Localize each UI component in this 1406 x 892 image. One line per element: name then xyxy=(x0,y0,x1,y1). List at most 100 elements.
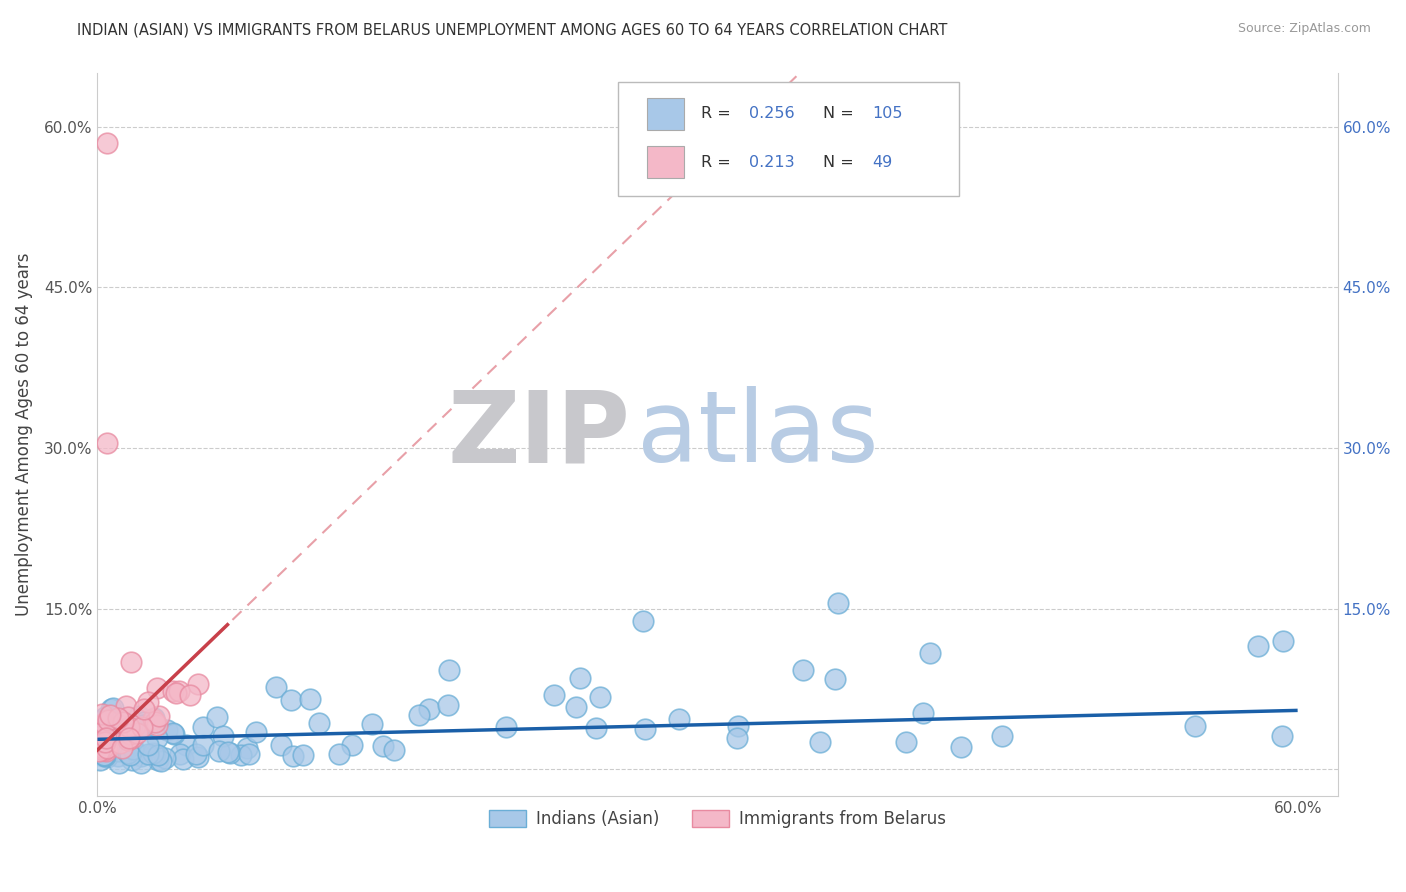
Point xyxy=(96,741,118,756)
Text: R =: R = xyxy=(702,154,737,169)
Point xyxy=(437,698,460,712)
Point xyxy=(96,750,118,764)
Point xyxy=(143,747,166,761)
Point xyxy=(121,731,143,746)
Point xyxy=(101,741,124,756)
Point xyxy=(146,753,169,767)
Point xyxy=(142,712,165,726)
Point xyxy=(115,699,138,714)
Point xyxy=(108,736,131,750)
Point xyxy=(245,725,267,739)
Point xyxy=(121,720,143,734)
Point xyxy=(565,700,588,714)
Point xyxy=(124,718,146,732)
Point xyxy=(212,729,235,743)
Point xyxy=(128,708,150,723)
Point xyxy=(134,715,156,730)
Point xyxy=(86,745,108,759)
Point xyxy=(114,738,136,752)
Point xyxy=(163,727,186,741)
Point xyxy=(100,702,122,716)
Point xyxy=(101,700,124,714)
Text: atlas: atlas xyxy=(637,386,879,483)
Point xyxy=(93,735,115,749)
Point xyxy=(725,731,748,745)
Text: 0.256: 0.256 xyxy=(748,106,794,121)
Point xyxy=(121,655,143,669)
Point xyxy=(100,707,122,722)
Point xyxy=(167,683,190,698)
Point xyxy=(120,747,142,762)
Point xyxy=(281,749,304,764)
Point xyxy=(172,751,194,765)
Point xyxy=(165,686,187,700)
Point xyxy=(1271,634,1294,648)
Point xyxy=(108,756,131,770)
Point xyxy=(824,672,846,686)
Point xyxy=(87,744,110,758)
Point xyxy=(437,663,460,677)
Text: N =: N = xyxy=(823,106,859,121)
Point xyxy=(97,737,120,751)
Point xyxy=(87,714,110,728)
Point xyxy=(131,721,153,735)
Point xyxy=(238,747,260,761)
Point xyxy=(101,721,124,735)
Point xyxy=(585,721,607,735)
Point xyxy=(143,711,166,725)
Point xyxy=(827,596,849,610)
Point xyxy=(97,730,120,744)
Point xyxy=(132,702,155,716)
Point xyxy=(96,435,118,450)
Point xyxy=(136,696,159,710)
Point xyxy=(991,729,1014,743)
Point xyxy=(117,746,139,760)
Point xyxy=(205,710,228,724)
Point xyxy=(118,731,141,746)
Point xyxy=(96,744,118,758)
Point xyxy=(143,714,166,729)
Point xyxy=(950,739,973,754)
Point xyxy=(1271,729,1294,743)
Point xyxy=(136,738,159,752)
Point xyxy=(408,707,430,722)
Point xyxy=(145,731,167,745)
Point xyxy=(162,726,184,740)
Point xyxy=(589,690,612,704)
Point xyxy=(91,740,114,755)
Point xyxy=(153,750,176,764)
Point xyxy=(208,744,231,758)
Point xyxy=(89,735,111,749)
Point xyxy=(121,753,143,767)
Point xyxy=(270,738,292,752)
Point xyxy=(110,730,132,744)
Point xyxy=(634,722,657,736)
Point xyxy=(808,735,831,749)
Point xyxy=(96,740,118,755)
Text: 49: 49 xyxy=(873,154,893,169)
Point xyxy=(495,720,517,734)
Point xyxy=(120,723,142,737)
Point xyxy=(179,688,201,702)
Point xyxy=(93,716,115,731)
Text: 0.213: 0.213 xyxy=(748,154,794,169)
Text: Source: ZipAtlas.com: Source: ZipAtlas.com xyxy=(1237,22,1371,36)
Point xyxy=(266,680,288,694)
Point xyxy=(129,748,152,763)
Point xyxy=(1184,719,1206,733)
Point xyxy=(174,739,197,753)
Point xyxy=(118,727,141,741)
Point xyxy=(569,671,592,685)
Point xyxy=(107,748,129,763)
Point xyxy=(93,748,115,763)
Point xyxy=(146,717,169,731)
Point xyxy=(308,716,330,731)
Point xyxy=(191,720,214,734)
Point xyxy=(229,748,252,763)
Point xyxy=(280,693,302,707)
Point xyxy=(93,709,115,723)
Point xyxy=(920,646,942,660)
Point xyxy=(98,709,121,723)
Point xyxy=(543,688,565,702)
Point xyxy=(142,746,165,760)
